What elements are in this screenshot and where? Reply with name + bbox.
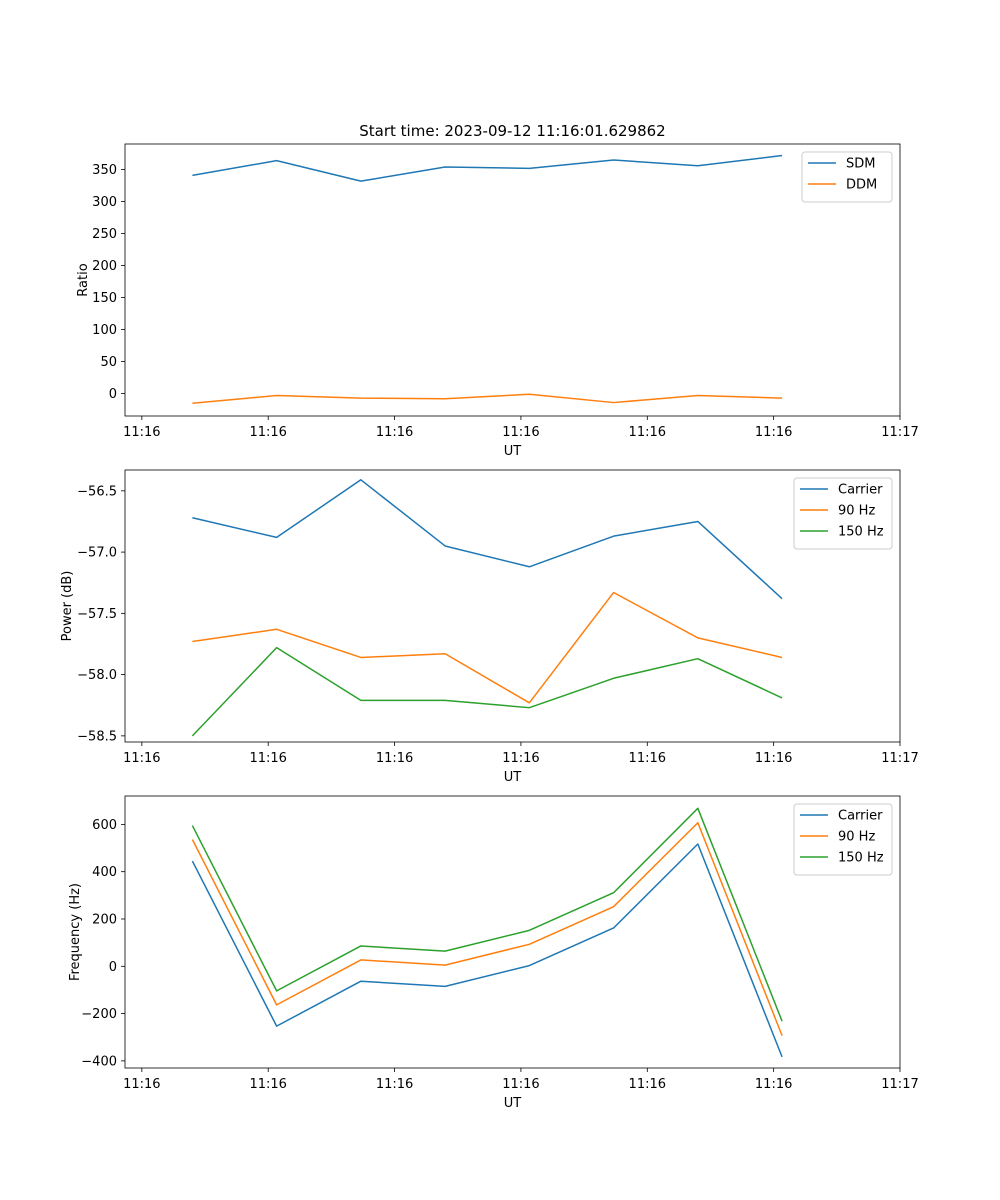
legend-label: 90 Hz xyxy=(838,830,875,845)
x-tick-label: 11:16 xyxy=(376,425,413,440)
x-tick-label: 11:16 xyxy=(755,425,792,440)
axes-frame xyxy=(124,143,901,417)
y-tick-label: 600 xyxy=(92,818,117,833)
x-tick-label: 11:16 xyxy=(123,425,160,440)
series-line-90-hz xyxy=(192,591,783,704)
y-tick-label: 400 xyxy=(92,865,117,880)
x-tick-label: 11:16 xyxy=(502,425,539,440)
legend: Carrier 90 Hz 150 Hz xyxy=(793,477,893,550)
y-tick-label: 150 xyxy=(92,291,117,306)
series-line-sdm xyxy=(192,154,783,182)
legend-label: Carrier xyxy=(838,483,883,498)
y-tick-label: −57.5 xyxy=(77,607,117,622)
legend-label: SDM xyxy=(846,157,875,172)
x-tick-label: 11:16 xyxy=(629,751,666,766)
legend: SDM DDM xyxy=(801,151,893,203)
series-line-150-hz xyxy=(191,807,783,1022)
x-tick-label: 11:16 xyxy=(249,1077,286,1092)
subplot-3: 11:16 11:16 11:16 11:16 11:16 11:16 11:17 −400 −… xyxy=(68,795,919,1111)
y-tick-label: 200 xyxy=(92,912,117,927)
y-tick-label: 200 xyxy=(92,259,117,274)
y-tick-label: −58.5 xyxy=(77,729,117,744)
x-tick-label: 11:16 xyxy=(123,1077,160,1092)
x-tick-label: 11:17 xyxy=(881,425,918,440)
axes-frame xyxy=(124,795,901,1069)
y-tick-label: −57.0 xyxy=(77,546,117,561)
y-tick-label: 0 xyxy=(109,960,117,975)
x-tick-label: 11:17 xyxy=(881,1077,918,1092)
y-tick-label: −400 xyxy=(81,1054,117,1069)
y-tick-label: −200 xyxy=(81,1007,117,1022)
x-axis-label: UT xyxy=(504,444,522,459)
series-line-90-hz xyxy=(191,821,783,1036)
x-axis-label: UT xyxy=(504,770,522,785)
x-tick-label: 11:16 xyxy=(755,751,792,766)
subplot-2: 11:16 11:16 11:16 11:16 11:16 11:16 11:17 −58.5… xyxy=(60,469,919,785)
legend-label: 90 Hz xyxy=(838,504,875,519)
y-tick-label: −56.5 xyxy=(77,484,117,499)
x-tick-label: 11:17 xyxy=(881,751,918,766)
chart-title: Start time: 2023-09-12 11:16:01.629862 xyxy=(359,122,665,140)
x-tick-label: 11:16 xyxy=(629,425,666,440)
x-tick-label: 11:16 xyxy=(502,1077,539,1092)
series-line-carrier xyxy=(192,479,783,600)
y-tick-label: 100 xyxy=(92,323,117,338)
x-tick-label: 11:16 xyxy=(123,751,160,766)
y-axis-label: Power (dB) xyxy=(60,571,75,642)
x-tick-label: 11:16 xyxy=(755,1077,792,1092)
y-tick-label: 0 xyxy=(109,387,117,402)
y-axis-label: Frequency (Hz) xyxy=(68,883,83,981)
legend-label: DDM xyxy=(846,178,877,193)
y-tick-label: 50 xyxy=(100,355,117,370)
axes-frame xyxy=(124,469,901,743)
x-tick-label: 11:16 xyxy=(629,1077,666,1092)
x-tick-label: 11:16 xyxy=(376,751,413,766)
subplot-1: 11:16 11:16 11:16 11:16 11:16 11:16 11:17 0 50 10… xyxy=(76,122,919,459)
legend-label: 150 Hz xyxy=(838,851,884,866)
y-tick-label: −58.0 xyxy=(77,668,117,683)
series-line-carrier xyxy=(191,843,783,1058)
y-axis-label: Ratio xyxy=(76,263,91,296)
x-tick-label: 11:16 xyxy=(249,751,286,766)
x-tick-label: 11:16 xyxy=(249,425,286,440)
y-tick-label: 250 xyxy=(92,227,117,242)
y-tick-label: 350 xyxy=(92,163,117,178)
series-line-150-hz xyxy=(191,646,783,737)
legend-label: 150 Hz xyxy=(838,525,884,540)
x-tick-label: 11:16 xyxy=(376,1077,413,1092)
x-axis-label: UT xyxy=(504,1096,522,1111)
legend-box xyxy=(801,151,893,203)
x-tick-label: 11:16 xyxy=(502,751,539,766)
series-line-ddm xyxy=(192,393,783,404)
y-tick-label: 300 xyxy=(92,195,117,210)
legend-label: Carrier xyxy=(838,809,883,824)
legend: Carrier 90 Hz 150 Hz xyxy=(793,803,893,876)
